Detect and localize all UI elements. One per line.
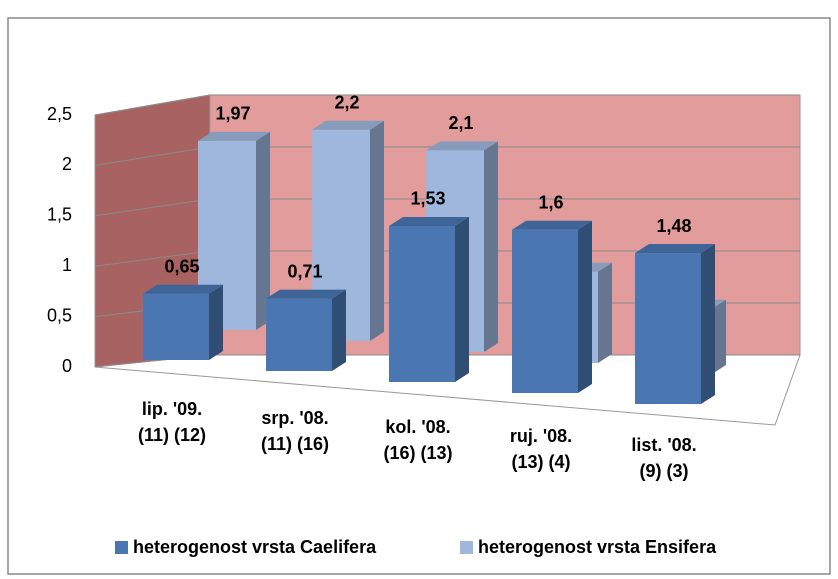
bar-top	[635, 244, 715, 254]
legend-label: heterogenost vrsta Caelifera	[133, 537, 377, 557]
bar-top	[512, 220, 592, 230]
bar-side	[701, 244, 715, 404]
data-label: 2,2	[334, 93, 359, 113]
x-tick-label: list. '08. (9) (3)	[631, 435, 696, 481]
y-tick-label: 2,5	[47, 104, 72, 124]
bar-side	[370, 120, 384, 341]
data-label: 1,6	[538, 193, 563, 213]
data-label: 1,48	[656, 216, 691, 236]
y-tick-label: 1	[62, 255, 72, 275]
x-tick-label: lip. '09. (11) (12)	[138, 399, 206, 445]
bar-side	[712, 299, 726, 374]
data-label: 1,97	[215, 104, 250, 124]
bar-front	[143, 293, 209, 360]
y-tick-label: 0,5	[47, 305, 72, 325]
bar-side	[332, 289, 346, 371]
bar	[198, 131, 270, 330]
y-tick-label: 2	[62, 154, 72, 174]
data-label: 2,1	[448, 113, 473, 133]
bar	[512, 220, 592, 393]
bar	[266, 289, 346, 371]
data-label: 1,53	[410, 189, 445, 209]
bar	[635, 244, 715, 404]
bar-side	[578, 220, 592, 393]
bar-side	[455, 216, 469, 382]
bar-side	[209, 284, 223, 360]
bar-top	[266, 289, 346, 299]
bar-top	[426, 141, 498, 151]
x-tick-label: srp. '08. (11) (16)	[261, 408, 329, 454]
legend-label: heterogenost vrsta Ensifera	[478, 537, 717, 557]
x-tick-label: kol. '08. (16) (13)	[383, 417, 452, 463]
bar-front	[512, 229, 578, 393]
bar-side	[484, 141, 498, 352]
bar-side	[598, 262, 612, 363]
bar-top	[389, 216, 469, 226]
bar-top	[198, 131, 270, 141]
bar	[143, 284, 223, 360]
x-tick-label: ruj. '08. (13) (4)	[510, 426, 572, 472]
data-label: 0,71	[287, 261, 322, 281]
bar-front	[266, 298, 332, 371]
bar-top	[143, 284, 223, 294]
bar-top	[312, 120, 384, 130]
bar-front	[635, 253, 701, 404]
bar-front	[389, 225, 455, 382]
y-tick-label: 0	[62, 356, 72, 376]
grid-line	[94, 94, 800, 116]
legend-swatch	[460, 541, 473, 554]
bar-side	[256, 131, 270, 330]
bar	[389, 216, 469, 382]
legend-swatch	[115, 541, 128, 554]
y-tick-label: 1,5	[47, 205, 72, 225]
data-label: 0,65	[164, 256, 199, 276]
